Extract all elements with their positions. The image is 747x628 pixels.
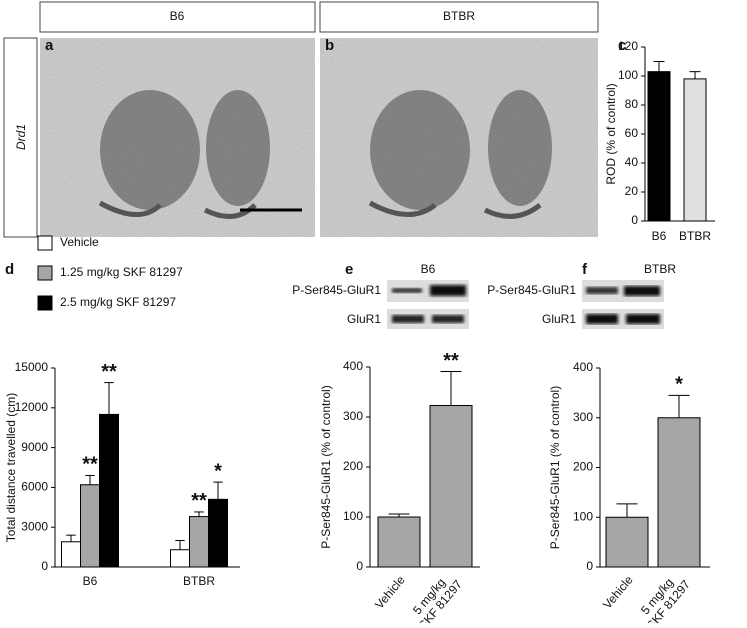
y-tick-label: 0 (631, 213, 638, 227)
y-axis-label: ROD (% of control) (604, 83, 618, 184)
legend-swatch (37, 295, 53, 311)
blot-band-label: P-Ser845-GluR1 (292, 283, 381, 297)
y-tick-label: 80 (625, 97, 639, 111)
y-tick-label: 100 (573, 509, 593, 523)
y-axis-label: P-Ser845-GluR1 (% of control) (548, 386, 562, 549)
header-box (319, 1, 599, 33)
y-tick-label: 20 (625, 184, 639, 198)
blot-band-label: P-Ser845-GluR1 (487, 283, 576, 297)
y-tick-label: 400 (343, 359, 363, 373)
y-tick-label: 9000 (21, 440, 48, 454)
panel-letter: e (345, 261, 353, 278)
y-tick-label: 120 (618, 39, 638, 53)
y-tick-label: 0 (356, 559, 363, 573)
blot-title: B6 (421, 262, 436, 276)
x-tick-label: 5 mg/kg SKF 81297 (405, 568, 465, 623)
significance: ** (191, 490, 207, 512)
image-title: BTBR (443, 9, 475, 23)
legend-swatch (37, 235, 53, 251)
y-tick-label: 3000 (21, 519, 48, 533)
x-tick-label: B6 (652, 229, 667, 243)
bar (170, 549, 190, 568)
blot-band-label: GluR1 (542, 312, 576, 326)
bar (429, 405, 473, 568)
significance: ** (82, 454, 98, 476)
y-tick-label: 0 (586, 559, 593, 573)
panel-letter: f (582, 261, 588, 278)
panel-letter: b (325, 37, 334, 54)
legend-label: Vehicle (60, 235, 99, 249)
bar (657, 417, 701, 568)
bar (647, 71, 671, 222)
significance: ** (101, 361, 117, 383)
blot-band-label: GluR1 (347, 312, 381, 326)
y-tick-label: 300 (573, 410, 593, 424)
bar (80, 484, 100, 568)
panel-letter: d (5, 261, 14, 278)
x-tick-label: B6 (83, 574, 98, 588)
y-tick-label: 200 (343, 459, 363, 473)
y-tick-label: 300 (343, 409, 363, 423)
y-tick-label: 6000 (21, 480, 48, 494)
row-label: Drd1 (14, 124, 28, 150)
bar (61, 541, 81, 568)
blot-e (387, 280, 469, 329)
y-tick-label: 400 (573, 360, 593, 374)
row-label-box (3, 37, 38, 238)
blot-title: BTBR (644, 262, 676, 276)
y-tick-label: 200 (573, 460, 593, 474)
y-tick-label: 60 (625, 126, 639, 140)
legend-swatch (37, 265, 53, 281)
bar (189, 516, 209, 568)
x-tick-label: Vehicle (600, 573, 636, 612)
blot-f (582, 280, 664, 329)
image-title: B6 (170, 9, 185, 23)
bar (99, 413, 119, 568)
y-tick-label: 0 (41, 559, 48, 573)
image-b (320, 38, 598, 237)
x-tick-label: BTBR (679, 229, 711, 243)
panel-letter: c (618, 37, 626, 54)
y-tick-label: 100 (343, 509, 363, 523)
y-tick-label: 100 (618, 68, 638, 82)
bar (208, 498, 228, 568)
x-tick-label: Vehicle (372, 573, 408, 612)
bar (605, 516, 649, 568)
significance: * (214, 460, 222, 482)
significance: ** (443, 350, 459, 372)
bar (377, 516, 421, 568)
y-tick-label: 40 (625, 155, 639, 169)
bar (683, 78, 707, 222)
y-tick-label: 15000 (15, 360, 49, 374)
y-tick-label: 12000 (15, 400, 49, 414)
x-tick-label: 5 mg/kg SKF 81297 (633, 568, 693, 623)
significance: * (675, 374, 683, 396)
panel-letter: a (45, 37, 54, 54)
header-box (39, 1, 316, 33)
image-a (40, 38, 315, 237)
y-axis-label: P-Ser845-GluR1 (% of control) (319, 385, 333, 548)
x-tick-label: BTBR (183, 574, 215, 588)
legend-label: 1.25 mg/kg SKF 81297 (60, 265, 183, 279)
legend-label: 2.5 mg/kg SKF 81297 (60, 295, 176, 309)
y-axis-label: Total distance travelled (cm) (4, 393, 18, 542)
